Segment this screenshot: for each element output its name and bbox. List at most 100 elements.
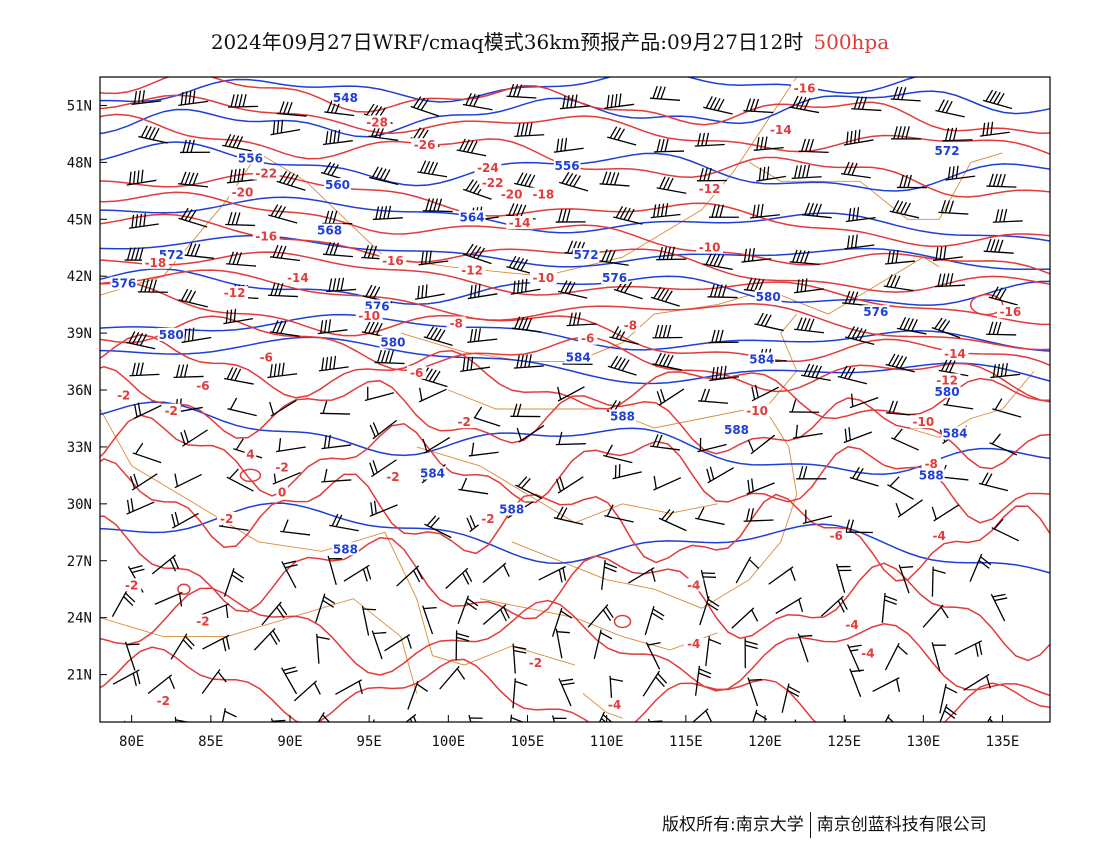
wind-barb xyxy=(872,677,901,692)
wind-barb xyxy=(133,402,162,420)
temperature-label-bg xyxy=(153,694,173,708)
wind-barb xyxy=(692,708,713,722)
wind-barb xyxy=(223,308,254,325)
lat-tick-label: 30N xyxy=(67,497,92,513)
wind-barb xyxy=(422,436,451,454)
lon-tick-label: 105E xyxy=(511,734,545,750)
wind-barb xyxy=(482,562,510,583)
copyright-notice: 版权所有:南京大学 南京创蓝科技有限公司 xyxy=(662,810,987,838)
geopotential-label-bg xyxy=(553,159,581,173)
wind-barb xyxy=(992,208,1023,223)
lat-tick-label: 21N xyxy=(67,668,92,684)
geopotential-label: 584 xyxy=(420,466,445,480)
lat-tick-label: 48N xyxy=(67,155,92,171)
wind-barb xyxy=(281,666,298,695)
wind-barb xyxy=(842,519,873,534)
title-text: 2024年09月27日WRF/cmaq模式36km预报产品:09月27日12时 xyxy=(210,30,804,54)
wind-barb xyxy=(844,234,875,250)
geopotential-label-bg xyxy=(332,542,359,556)
wind-barb xyxy=(372,205,403,221)
wind-barb xyxy=(607,355,637,376)
wind-barb xyxy=(557,386,585,402)
wind-barb xyxy=(267,362,298,379)
wind-barb xyxy=(898,564,914,594)
temperature-label-bg xyxy=(193,379,213,393)
temperature-label: -14 xyxy=(770,123,792,137)
temperature-contour xyxy=(100,94,1050,155)
wind-barb xyxy=(463,179,492,200)
geopotential-contour xyxy=(100,234,1050,271)
geopotential-label-bg xyxy=(458,210,486,224)
border-line xyxy=(100,77,798,296)
wind-barb xyxy=(731,607,759,629)
wind-barb xyxy=(922,604,949,628)
wind-barb xyxy=(756,166,787,182)
lat-tick-label: 36N xyxy=(67,383,92,399)
wind-barb xyxy=(653,475,682,491)
temperature-label: -6 xyxy=(196,379,209,393)
wind-barb xyxy=(555,476,584,494)
wind-barb xyxy=(747,434,776,455)
geopotential-label-bg xyxy=(862,305,890,319)
wind-barb xyxy=(607,126,637,146)
wind-barb xyxy=(131,90,162,105)
wind-barb xyxy=(794,278,825,294)
wind-barb xyxy=(424,515,452,539)
wind-barb xyxy=(557,280,588,299)
lon-tick-label: 100E xyxy=(431,734,465,750)
wind-barb xyxy=(462,92,493,111)
lon-tick-label: 85E xyxy=(198,734,223,750)
temperature-cell xyxy=(969,293,1004,316)
wind-barb xyxy=(512,678,528,709)
temperature-label-bg xyxy=(929,528,949,542)
wind-barb xyxy=(801,363,831,382)
geopotential-label: 584 xyxy=(942,427,967,441)
lon-tick-label: 90E xyxy=(277,734,302,750)
border-line xyxy=(582,693,623,719)
wind-barb xyxy=(650,286,680,307)
wind-barb xyxy=(553,137,584,153)
wind-barb xyxy=(423,326,453,346)
temperature-cell xyxy=(613,614,632,629)
wind-barb xyxy=(699,596,720,626)
wind-barb xyxy=(538,565,567,583)
temperature-label: -24 xyxy=(477,161,499,175)
geopotential-label: 588 xyxy=(919,468,944,482)
wind-barb xyxy=(939,683,958,714)
temperature-contour xyxy=(100,251,1050,326)
wind-barb xyxy=(642,670,668,697)
wind-barb xyxy=(885,400,916,417)
wind-barb xyxy=(482,604,510,625)
geopotential-label-bg xyxy=(609,409,636,423)
wind-barb xyxy=(612,464,642,480)
copyright-partner: 南京创蓝科技有限公司 xyxy=(816,815,987,835)
wind-barb xyxy=(456,138,487,157)
wind-barb xyxy=(555,209,586,223)
temperature-label: -2 xyxy=(196,614,209,628)
wind-barb xyxy=(407,681,429,710)
temperature-label: 0 xyxy=(278,485,286,499)
geopotential-label-bg xyxy=(157,327,185,341)
wind-barb xyxy=(551,715,568,722)
wind-barb xyxy=(468,442,499,457)
temperature-label-bg xyxy=(229,185,256,199)
wind-barb xyxy=(845,207,876,223)
wind-barb xyxy=(422,605,437,635)
wind-barb xyxy=(890,86,921,102)
wind-barb xyxy=(697,438,727,453)
wind-barb xyxy=(335,679,363,695)
wind-barb xyxy=(223,568,245,597)
wind-barb xyxy=(705,636,722,667)
wind-barb xyxy=(658,509,687,532)
temperature-label: -2 xyxy=(220,512,233,526)
wind-barb xyxy=(178,171,209,188)
wind-barb xyxy=(418,250,449,266)
wind-barb xyxy=(281,560,298,589)
temperature-label-bg xyxy=(122,578,142,592)
chart-title: 2024年09月27日WRF/cmaq模式36km预报产品:09月27日12时 5… xyxy=(0,26,1100,55)
wind-barb xyxy=(457,595,479,625)
wind-barb xyxy=(458,477,489,495)
lon-tick-label: 120E xyxy=(748,734,782,750)
